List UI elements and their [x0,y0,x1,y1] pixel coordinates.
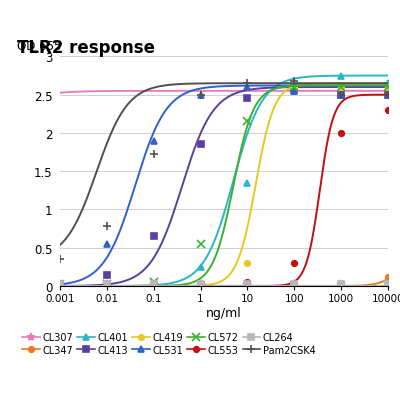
CL413 [198,143,203,148]
CL264 [58,282,62,287]
CL531 [58,282,62,287]
CL553 [58,282,62,287]
CL553 [292,261,297,266]
CL401 [339,74,344,79]
Pam2CSK4 [151,153,156,157]
CL419 [339,85,344,90]
CL347 [339,282,344,287]
Pam2CSK4 [245,81,250,86]
CL572 [198,242,203,247]
CL401 [104,282,109,287]
Pam2CSK4 [104,224,109,229]
CL307 [58,282,62,287]
CL264 [292,282,297,287]
Text: OD 655: OD 655 [17,40,62,53]
CL531 [292,89,297,94]
Pam2CSK4 [386,93,390,98]
CL264 [339,282,344,287]
CL401 [386,81,390,86]
CL347 [151,282,156,287]
CL264 [198,282,203,287]
Line: CL413: CL413 [57,87,391,288]
CL413 [292,87,297,92]
Line: CL531: CL531 [56,84,392,288]
CL572 [386,85,390,90]
CL347 [198,282,203,287]
CL413 [104,273,109,278]
CL413 [151,234,156,239]
Line: CL307: CL307 [56,279,392,289]
CL264 [104,282,109,287]
Line: CL419: CL419 [57,85,391,288]
CL419 [104,282,109,287]
CL347 [58,282,62,287]
CL572 [104,282,109,287]
CL419 [292,85,297,90]
Line: CL264: CL264 [57,282,391,288]
CL531 [151,139,156,144]
CL419 [58,282,62,287]
CL553 [386,108,390,113]
Line: Pam2CSK4: Pam2CSK4 [56,78,392,264]
CL413 [386,93,390,98]
CL347 [386,275,390,280]
CL553 [245,280,250,285]
CL347 [292,282,297,287]
CL347 [104,282,109,287]
Pam2CSK4 [198,93,203,98]
Line: CL572: CL572 [56,84,392,289]
CL401 [151,282,156,287]
Pam2CSK4 [292,79,297,84]
CL572 [58,282,62,287]
CL553 [198,282,203,287]
CL413 [58,282,62,287]
CL572 [151,280,156,285]
CL419 [386,85,390,90]
CL419 [245,261,250,266]
CL553 [104,282,109,287]
CL264 [151,282,156,287]
CL307 [292,282,297,287]
CL413 [245,97,250,102]
Text: TLR2 response: TLR2 response [17,39,155,57]
CL531 [245,85,250,90]
CL553 [151,282,156,287]
CL531 [198,93,203,98]
CL401 [292,89,297,94]
CL307 [386,280,390,285]
Line: CL401: CL401 [56,73,392,288]
CL531 [386,93,390,98]
CL264 [245,282,250,287]
CL572 [339,85,344,90]
CL531 [104,242,109,247]
CL531 [339,93,344,98]
Line: CL347: CL347 [57,274,391,288]
CL307 [339,281,344,286]
CL347 [245,282,250,287]
CL307 [245,282,250,287]
Pam2CSK4 [339,93,344,98]
X-axis label: ng/ml: ng/ml [206,306,242,319]
CL401 [198,265,203,270]
CL419 [198,282,203,287]
CL413 [339,93,344,98]
CL572 [292,85,297,90]
CL553 [339,131,344,136]
CL307 [151,282,156,287]
CL401 [245,181,250,186]
CL307 [198,282,203,287]
CL572 [245,120,250,125]
CL401 [58,282,62,287]
Pam2CSK4 [58,257,62,262]
CL307 [104,282,109,287]
Line: CL553: CL553 [57,108,391,288]
CL419 [151,282,156,287]
CL264 [386,282,390,287]
Legend: CL307, CL347, CL401, CL413, CL419, CL531, CL572, CL553, CL264, Pam2CSK4: CL307, CL347, CL401, CL413, CL419, CL531… [22,333,316,355]
